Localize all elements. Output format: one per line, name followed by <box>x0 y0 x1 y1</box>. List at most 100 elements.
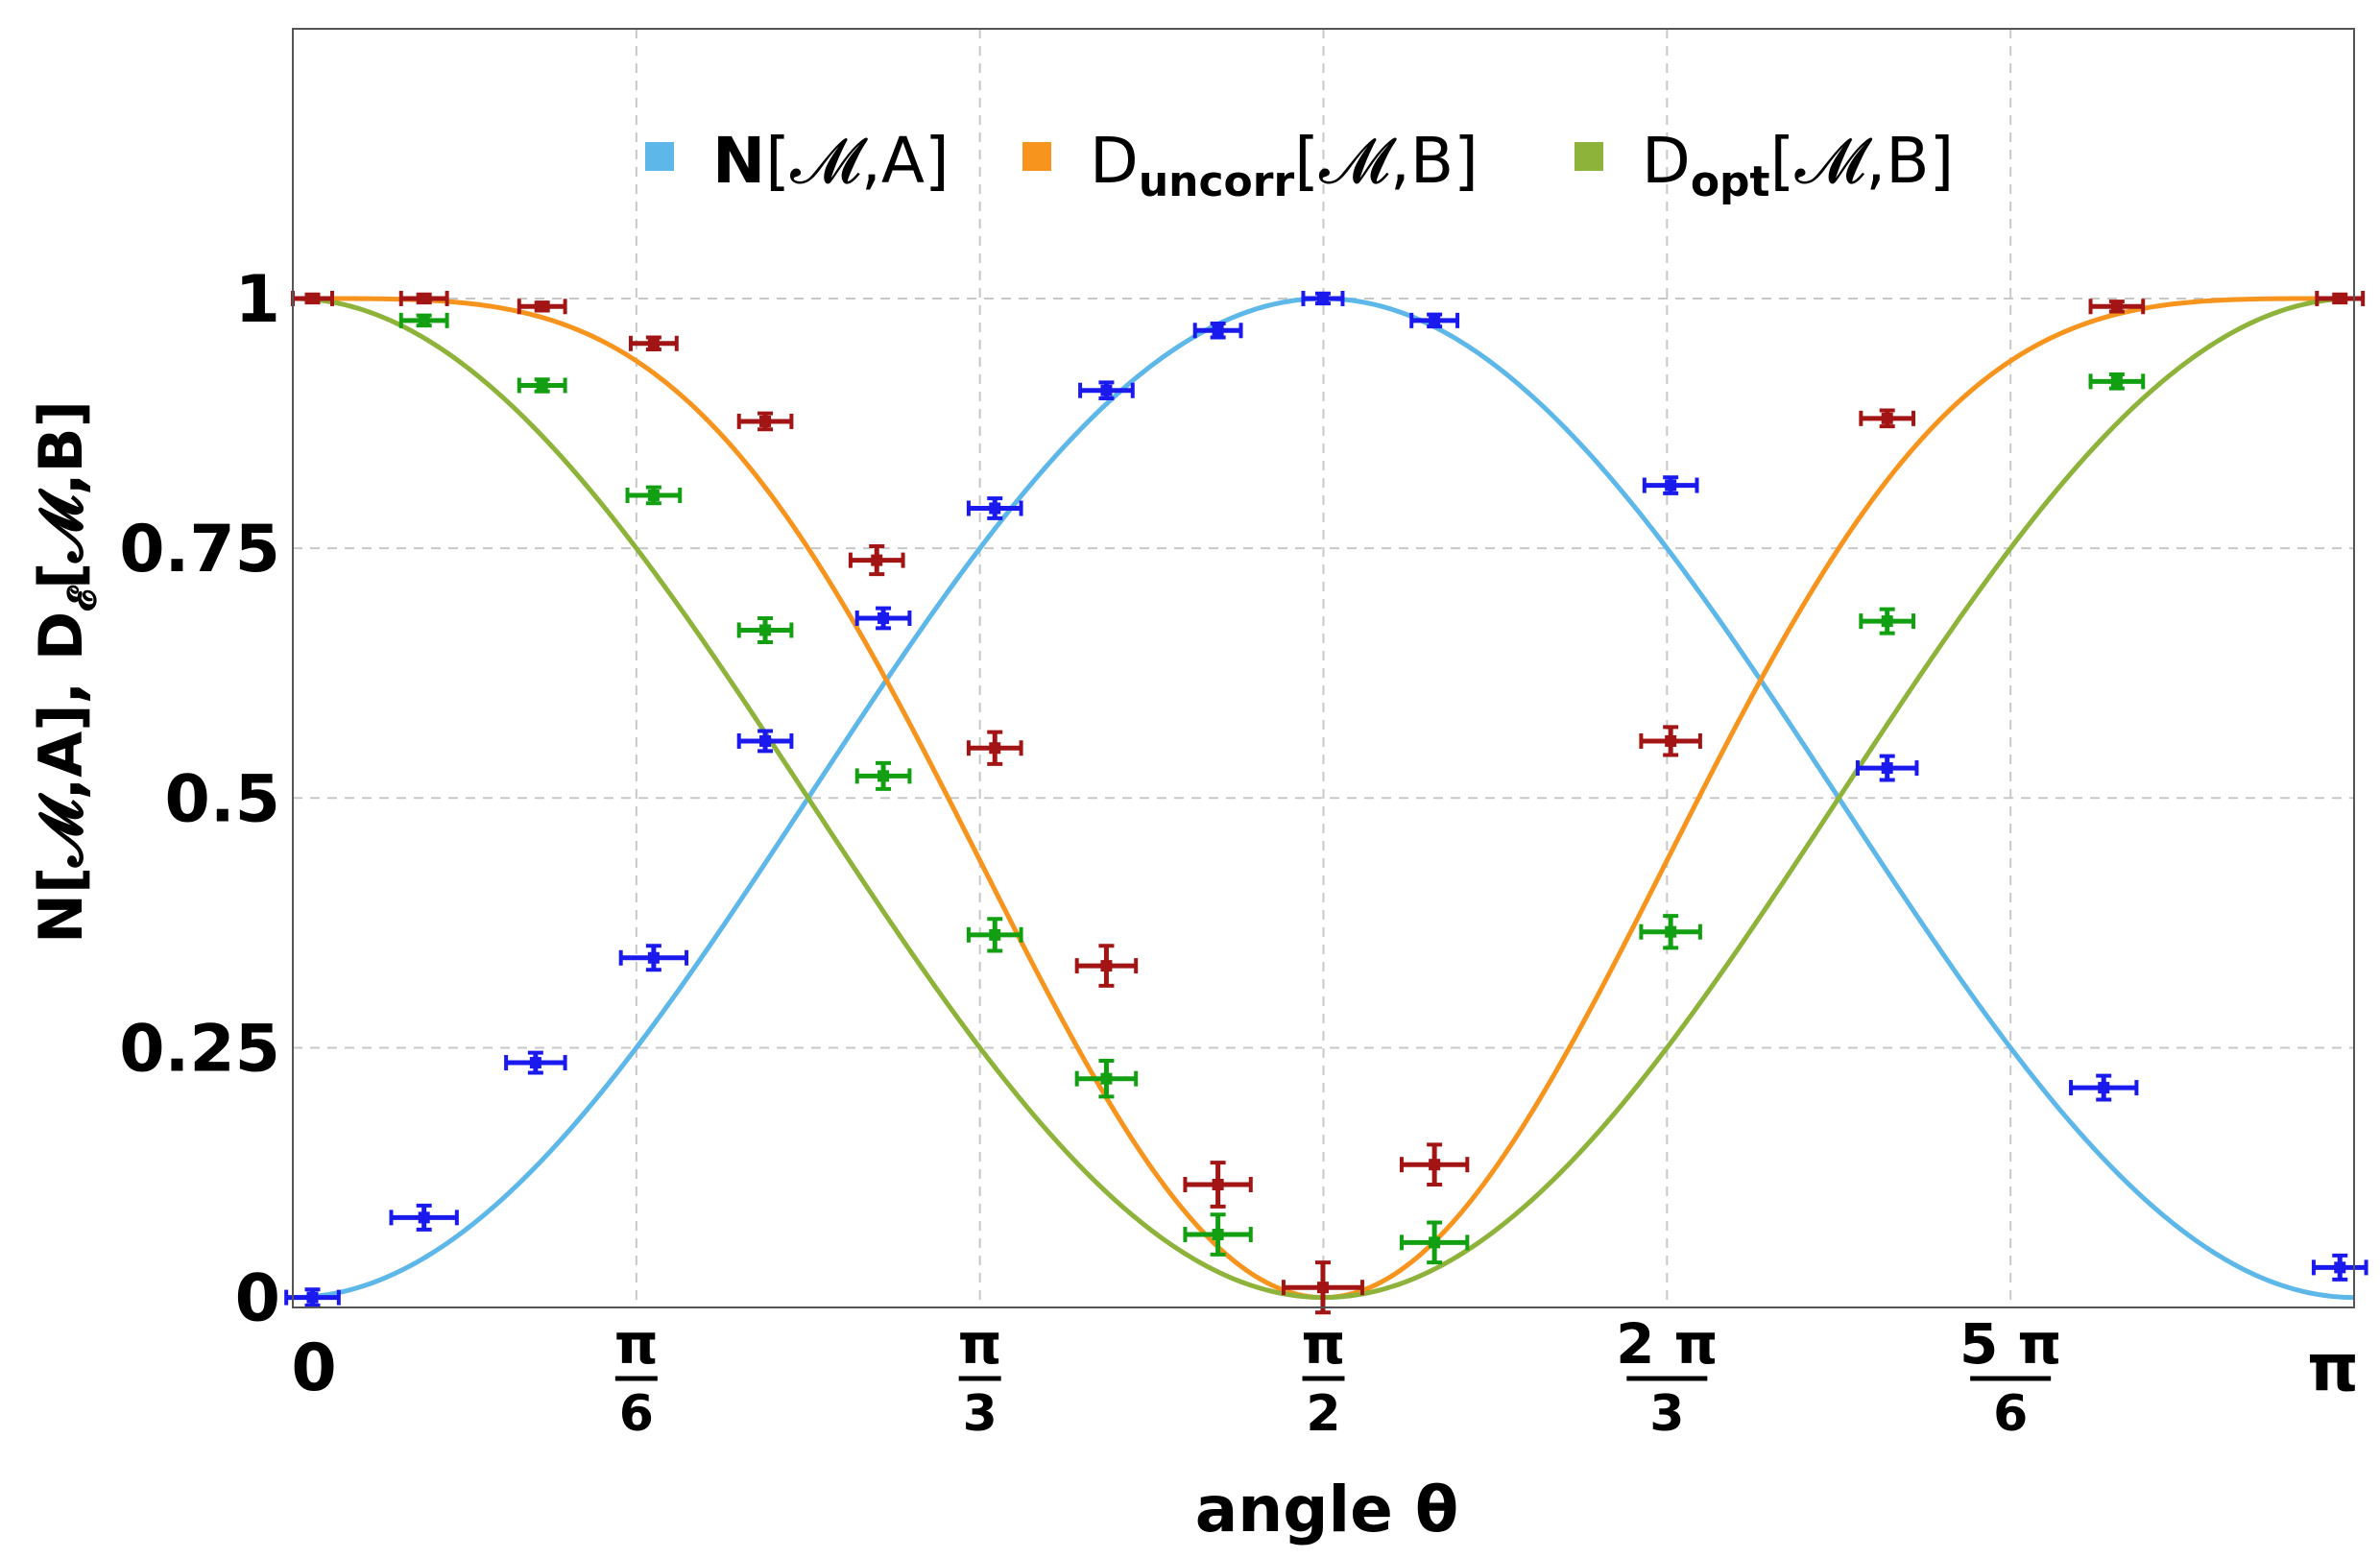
point-marker <box>647 337 660 349</box>
legend-label: Duncorr[𝓜,B] <box>1090 124 1478 206</box>
data-point <box>1639 725 1702 757</box>
y-tick-label: 0 <box>235 1261 280 1337</box>
x-tick-denominator: 2 <box>1306 1385 1340 1443</box>
x-tick-denominator: 6 <box>1993 1385 2028 1443</box>
legend-label: N[𝓜,A] <box>712 124 950 198</box>
legend-label: Dopt[𝓜,B] <box>1642 124 1954 206</box>
legend-item: Duncorr[𝓜,B] <box>1022 124 1478 206</box>
legend-label-tail: [𝓜,A] <box>765 124 950 198</box>
point-marker <box>877 770 890 782</box>
data-point <box>1074 944 1139 988</box>
point-marker <box>1429 314 1441 326</box>
y-tick-label: 0.75 <box>119 512 280 587</box>
data-point <box>736 411 794 432</box>
legend-label-sub: opt <box>1691 157 1770 206</box>
data-point <box>2311 1253 2368 1282</box>
point-marker <box>1429 1159 1441 1171</box>
point-marker <box>759 734 772 747</box>
point-marker <box>1429 1236 1441 1249</box>
data-point <box>966 730 1023 766</box>
data-point <box>1078 380 1135 401</box>
legend-item: Dopt[𝓜,B] <box>1575 124 1954 206</box>
y-tick-label: 1 <box>235 262 280 338</box>
point-marker <box>418 314 430 326</box>
point-marker <box>1100 1072 1113 1085</box>
point-marker <box>2110 300 2123 313</box>
legend-label-tail: [𝓜,B] <box>1294 124 1478 198</box>
legend-swatch <box>1575 142 1603 171</box>
x-tick-numerator: π <box>958 1311 1002 1377</box>
data-point <box>628 335 679 352</box>
data-point <box>1409 312 1460 329</box>
data-point <box>854 760 912 791</box>
point-marker <box>1881 615 1893 628</box>
point-marker <box>418 292 430 304</box>
x-tick-labels: 0 π 6 π 3 π 2 2 π 3 5 π 6 π <box>291 1311 2359 1443</box>
point-marker <box>1881 762 1893 775</box>
point-marker <box>1316 1282 1329 1294</box>
point-marker <box>529 1057 541 1069</box>
point-marker <box>1212 324 1224 337</box>
point-marker <box>877 611 890 624</box>
point-marker <box>306 292 319 304</box>
point-marker <box>759 624 772 636</box>
data-point <box>2315 290 2366 306</box>
data-point <box>2088 299 2146 315</box>
legend-label-main: D <box>1090 124 1139 198</box>
point-marker <box>306 1291 319 1304</box>
data-point <box>1192 321 1243 340</box>
point-marker <box>1100 960 1113 972</box>
x-tick-numerator: 5 π <box>1959 1311 2061 1377</box>
data-point <box>1859 607 1916 635</box>
x-tick-label: 0 <box>291 1330 336 1406</box>
measured-points <box>284 290 2368 1315</box>
legend: N[𝓜,A] Duncorr[𝓜,B] Dopt[𝓜,B] <box>645 124 1954 206</box>
x-tick-denominator: 6 <box>619 1385 654 1443</box>
point-marker <box>1212 1229 1224 1241</box>
legend-label-tail: [𝓜,B] <box>1770 124 1955 198</box>
data-point <box>1399 1220 1470 1265</box>
data-point <box>966 917 1023 953</box>
point-marker <box>536 379 548 392</box>
point-marker <box>1665 734 1677 747</box>
point-marker <box>2334 1261 2346 1274</box>
legend-swatch <box>1022 142 1051 171</box>
data-point <box>1855 754 1919 782</box>
x-tick-denominator: 3 <box>963 1385 998 1443</box>
y-axis-title-tail: [𝓜,B] <box>26 400 96 589</box>
y-axis-title-main: N[𝓜,A], D <box>26 611 96 944</box>
data-point <box>1183 1161 1253 1209</box>
x-tick-denominator: 3 <box>1649 1385 1684 1443</box>
data-point <box>517 377 567 394</box>
data-point <box>1639 914 1702 950</box>
data-point <box>2088 372 2146 391</box>
point-marker <box>871 554 883 566</box>
data-point <box>1642 475 1699 495</box>
x-tick-numerator: π <box>1302 1311 1346 1377</box>
point-marker <box>759 415 772 427</box>
point-marker <box>536 300 548 313</box>
point-marker <box>1212 1179 1224 1191</box>
data-point <box>1183 1212 1253 1257</box>
data-point <box>398 312 449 328</box>
x-tick-numerator: π <box>614 1311 659 1377</box>
y-tick-label: 0.5 <box>165 761 280 837</box>
data-point <box>1859 408 1916 429</box>
data-point <box>2069 1073 2139 1102</box>
data-point <box>284 1287 341 1307</box>
point-marker <box>2110 375 2123 388</box>
data-point <box>736 615 794 644</box>
point-marker <box>647 489 660 501</box>
point-marker <box>989 502 1001 515</box>
x-tick-numerator: 2 π <box>1616 1311 1718 1377</box>
point-marker <box>2098 1082 2110 1094</box>
data-point <box>504 1050 567 1075</box>
legend-swatch <box>645 142 674 171</box>
x-axis-title: angle θ <box>1195 1473 1458 1546</box>
data-point <box>848 544 905 577</box>
data-point <box>1399 1142 1470 1187</box>
y-tick-labels: 0 0.25 0.5 0.75 1 <box>119 262 280 1337</box>
data-point <box>854 606 912 631</box>
